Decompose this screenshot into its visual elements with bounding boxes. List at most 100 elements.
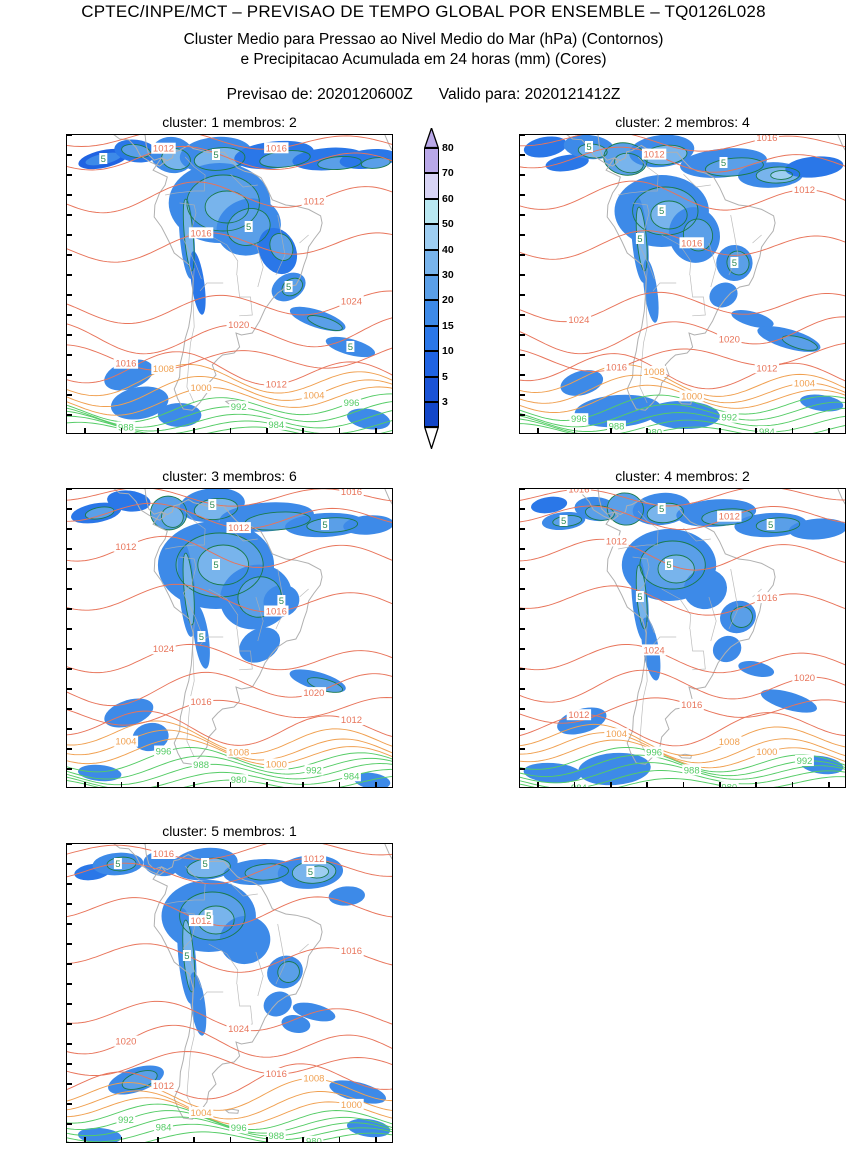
x-axis-tick (266, 1137, 268, 1142)
y-axis-tick (67, 728, 72, 730)
svg-text:1012: 1012 (303, 196, 324, 207)
svg-text:1024: 1024 (568, 315, 589, 326)
map-plot-area-3[interactable]: 980 984 988 992 996 1000 1004 1008 1012 1016 1020 1… (66, 488, 393, 788)
svg-text:5: 5 (101, 154, 106, 165)
y-axis-tick (520, 314, 525, 316)
colorbar-cell-40 (424, 249, 439, 275)
svg-text:1016: 1016 (266, 607, 287, 618)
svg-text:1008: 1008 (228, 747, 249, 758)
colorbar-tick-label: 5 (442, 370, 448, 383)
svg-text:980: 980 (156, 432, 172, 434)
svg-text:988: 988 (268, 1131, 284, 1142)
y-axis-tick (520, 668, 525, 670)
svg-text:996: 996 (646, 748, 662, 759)
precip-value-label-layer: 5 5 5 5 5 (197, 499, 329, 643)
x-axis-tick (573, 782, 576, 787)
x-axis-tick (755, 782, 757, 787)
x-axis-tick (120, 428, 123, 433)
map-plot-area-4[interactable]: 980 984 988 992 996 1000 1004 1008 1012 1016 1020 1… (519, 488, 846, 788)
svg-text:1012: 1012 (228, 523, 249, 534)
x-axis-tick (84, 428, 86, 433)
colorbar-tick-label: 50 (442, 218, 454, 231)
svg-text:1016: 1016 (568, 489, 589, 496)
svg-text:996: 996 (344, 398, 360, 409)
colorbar-tick-label: 60 (442, 192, 454, 205)
y-axis-tick (67, 923, 72, 925)
y-axis-tick (67, 314, 72, 316)
y-axis-tick (67, 135, 72, 136)
x-axis-tick (193, 782, 195, 787)
x-axis-tick (375, 782, 377, 787)
x-axis-tick (646, 428, 648, 433)
y-axis-tick (520, 648, 525, 650)
y-axis-tick (67, 194, 72, 196)
svg-text:980: 980 (646, 428, 662, 434)
svg-text:1012: 1012 (568, 710, 589, 721)
x-axis-tick (375, 428, 377, 433)
svg-text:1024: 1024 (341, 296, 362, 307)
y-axis-tick (520, 135, 525, 136)
svg-text:1016: 1016 (681, 238, 702, 249)
y-axis-tick (67, 294, 72, 296)
map-canvas-1: 980 984 988 992 996 1000 1004 1008 1012 1016 1020 1… (67, 135, 392, 434)
svg-text:5: 5 (659, 504, 664, 515)
y-axis-tick (67, 354, 72, 356)
svg-text:1012: 1012 (606, 537, 627, 548)
x-axis-tick (302, 782, 304, 787)
svg-text:1016: 1016 (191, 697, 212, 708)
y-axis-tick (67, 943, 72, 945)
svg-text:1004: 1004 (303, 390, 324, 401)
y-axis-tick (520, 728, 525, 730)
panel-cluster-5: cluster: 5 membros: 1 980 984 988 992 996 1000… (66, 823, 393, 1143)
y-axis-tick (67, 903, 72, 905)
svg-text:5: 5 (659, 206, 664, 217)
svg-text:1020: 1020 (115, 1037, 136, 1048)
y-axis-tick (520, 628, 525, 630)
x-axis-tick (791, 782, 794, 787)
svg-text:988: 988 (609, 422, 625, 433)
colorbar-tick-label: 20 (442, 294, 454, 307)
y-axis-tick (67, 214, 72, 216)
y-axis-tick (520, 194, 525, 196)
map-plot-area-1[interactable]: 980 984 988 992 996 1000 1004 1008 1012 1016 1020 1… (66, 134, 393, 434)
x-axis-tick (120, 1137, 123, 1142)
svg-text:1024: 1024 (644, 645, 665, 656)
precip-value-label-layer: 5 5 5 5 5 (113, 858, 315, 962)
isobar-label-layer: 980 984 988 992 996 1000 1004 1008 1012 1016 1020 1… (113, 848, 364, 1142)
x-axis-tick (229, 428, 232, 433)
y-axis-tick (67, 1023, 72, 1025)
x-axis-tick (84, 782, 86, 787)
svg-text:1016: 1016 (266, 1069, 287, 1080)
forecast-from: Previsao de: 2020120600Z (226, 86, 413, 103)
panel-title-cluster-5: cluster: 5 membros: 1 (162, 823, 297, 839)
y-axis-tick (520, 214, 525, 216)
svg-text:996: 996 (231, 1123, 247, 1134)
svg-text:1024: 1024 (153, 644, 174, 655)
svg-text:5: 5 (732, 258, 737, 269)
y-axis-tick (67, 983, 72, 985)
svg-text:1012: 1012 (191, 916, 212, 927)
x-axis-tick (157, 782, 159, 787)
map-plot-area-2[interactable]: 980 984 988 992 996 1000 1004 1008 1012 1016 1020 1… (519, 134, 846, 434)
map-plot-area-5[interactable]: 980 984 988 992 996 1000 1004 1008 1012 1016 1020 1… (66, 843, 393, 1143)
coastline-layer (113, 489, 392, 765)
y-axis-tick (67, 844, 72, 845)
isobar-label-layer: 980 984 988 992 996 1000 1004 1008 1012 1016 1020 1… (113, 489, 364, 786)
colorbar-cell-30 (424, 275, 439, 301)
x-axis-tick (791, 428, 794, 433)
x-axis-tick (84, 1137, 86, 1142)
y-axis-tick (520, 489, 525, 490)
x-axis-tick (537, 782, 539, 787)
svg-text:1016: 1016 (606, 363, 627, 374)
y-axis-tick (67, 508, 72, 510)
main-title: CPTEC/INPE/MCT – PREVISAO DE TEMPO GLOBA… (81, 2, 766, 21)
y-axis-tick (520, 334, 525, 336)
subtitle-colors: e Precipitacao Acumulada em 24 horas (mm… (240, 51, 607, 68)
y-axis-tick (520, 528, 525, 530)
svg-text:5: 5 (308, 867, 313, 878)
panel-cluster-1: cluster: 1 membros: 2 980 984 988 992 996 1000… (66, 114, 393, 434)
panel-title-cluster-3: cluster: 3 membros: 6 (162, 468, 297, 484)
precipitation-layer (523, 135, 844, 430)
svg-text:992: 992 (231, 402, 247, 413)
x-axis-tick (610, 782, 612, 787)
